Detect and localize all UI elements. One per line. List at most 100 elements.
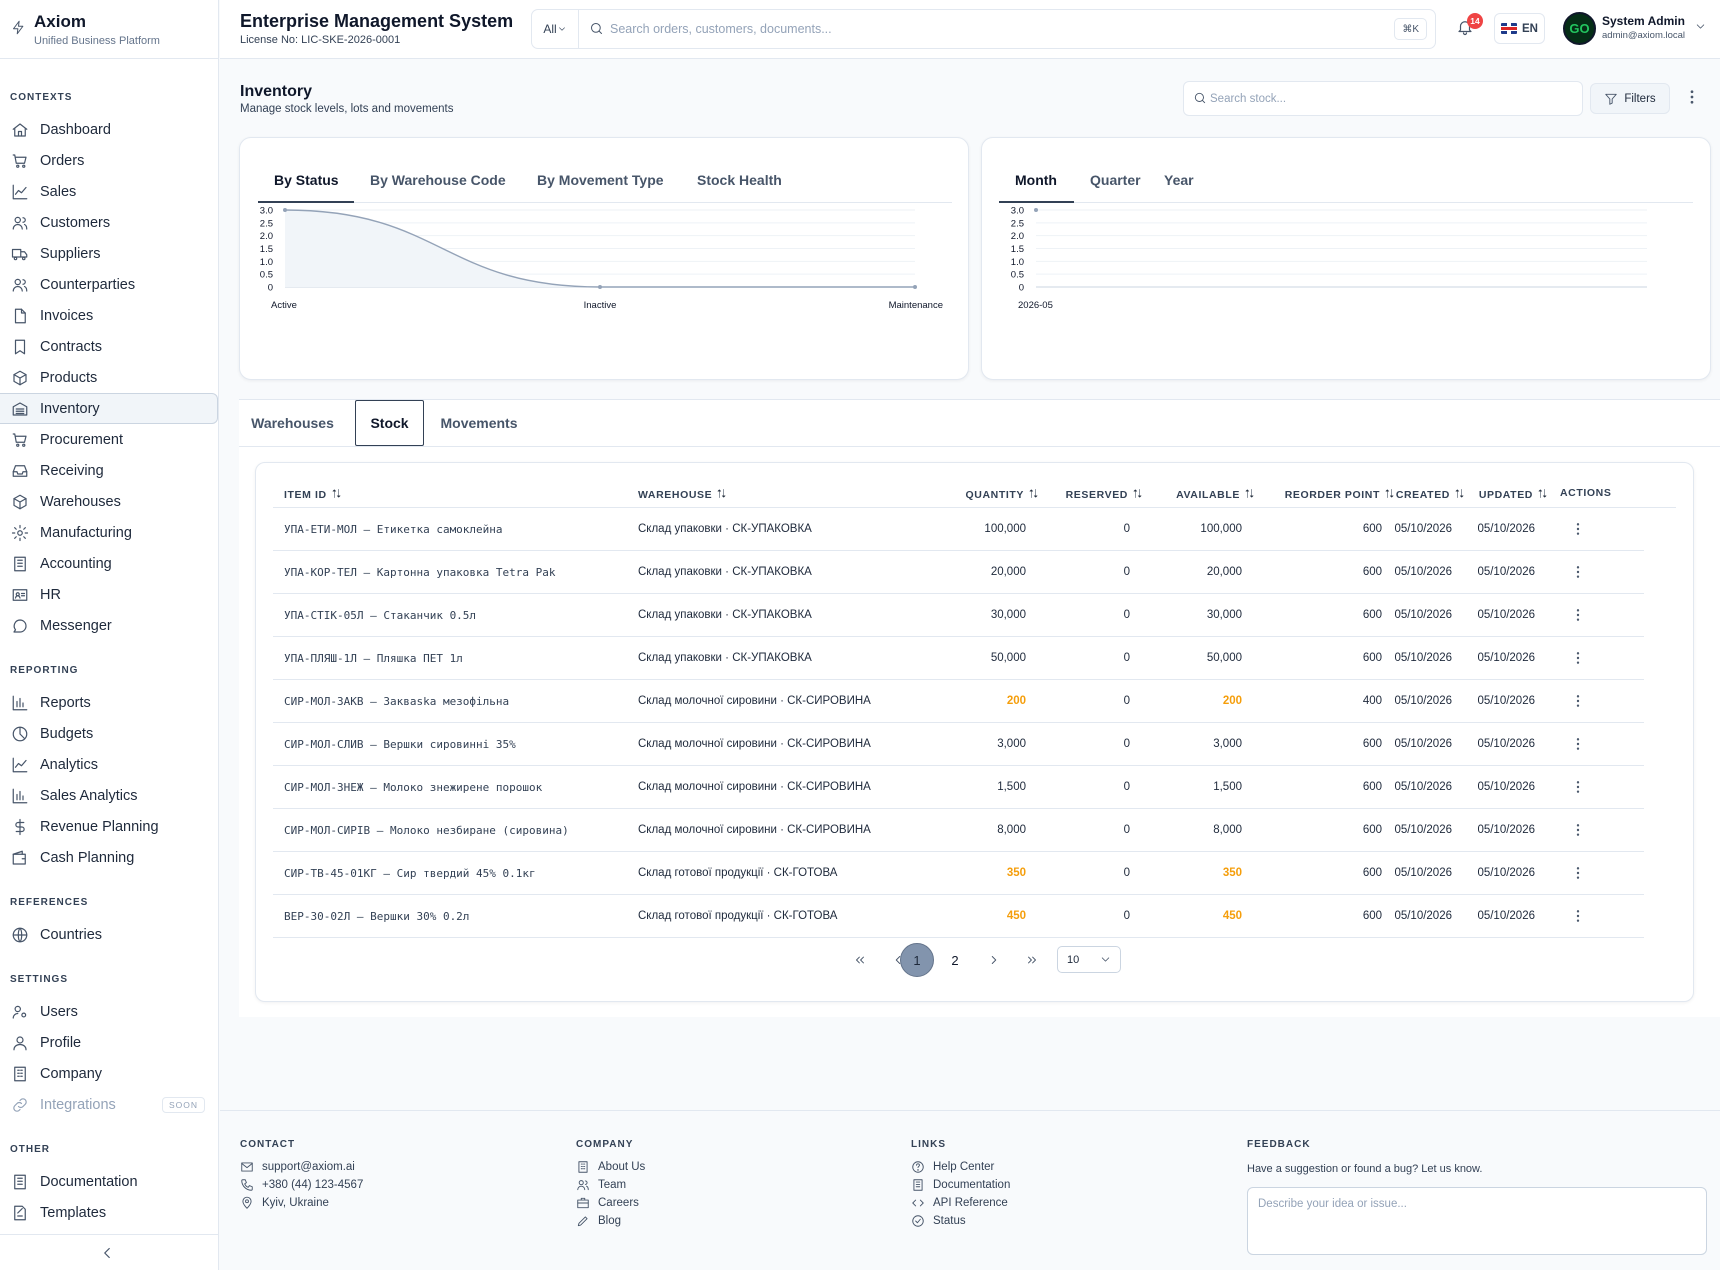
tab-movements[interactable]: Movements xyxy=(440,415,518,431)
sidebar-item-messenger[interactable]: Messenger xyxy=(0,610,218,641)
row-actions-more-icon[interactable] xyxy=(1570,693,1586,709)
sidebar-item-reports[interactable]: Reports xyxy=(0,687,218,718)
sidebar-item-accounting[interactable]: Accounting xyxy=(0,548,218,579)
tab-warehouses[interactable]: Warehouses xyxy=(251,415,334,431)
collapse-sidebar-button[interactable] xyxy=(0,1234,218,1270)
sidebar-item-orders[interactable]: Orders xyxy=(0,145,218,176)
sidebar-item-products[interactable]: Products xyxy=(0,362,218,393)
column-header-warehouse[interactable]: WAREHOUSE xyxy=(638,487,728,503)
language-switcher[interactable]: EN xyxy=(1494,13,1545,44)
tab-by-movement-type[interactable]: By Movement Type xyxy=(537,172,664,188)
sidebar-item-analytics[interactable]: Analytics xyxy=(0,749,218,780)
sidebar-item-cash-planning[interactable]: Cash Planning xyxy=(0,842,218,873)
row-actions-more-icon[interactable] xyxy=(1570,779,1586,795)
tab-month[interactable]: Month xyxy=(1015,172,1057,188)
next-page-button[interactable] xyxy=(977,943,1011,977)
sidebar-item-sales-analytics[interactable]: Sales Analytics xyxy=(0,780,218,811)
footer-link-about-us[interactable]: About Us xyxy=(576,1160,645,1174)
column-header-reorder-point[interactable]: REORDER POINT xyxy=(1285,487,1396,503)
sidebar-item-users[interactable]: Users xyxy=(0,996,218,1027)
prev-page-button[interactable] xyxy=(881,943,915,977)
footer-link-documentation[interactable]: Documentation xyxy=(911,1178,1010,1192)
cell-reorder: 600 xyxy=(1362,824,1382,836)
column-header-reserved[interactable]: RESERVED xyxy=(1066,487,1144,503)
table-row[interactable]: СИР-ТВ-45-01КГ — Сир твердий 45% 0.1кг Ск… xyxy=(273,852,1644,895)
sidebar-item-countries[interactable]: Countries xyxy=(0,919,218,950)
footer-link-api-reference[interactable]: API Reference xyxy=(911,1196,1008,1210)
sidebar-item-budgets[interactable]: Budgets xyxy=(0,718,218,749)
feedback-textarea[interactable] xyxy=(1247,1187,1707,1255)
sidebar-item-contracts[interactable]: Contracts xyxy=(0,331,218,362)
footer-link-status[interactable]: Status xyxy=(911,1214,966,1228)
page-size-select[interactable]: 10 xyxy=(1057,946,1121,973)
row-actions-more-icon[interactable] xyxy=(1570,650,1586,666)
footer-link-team[interactable]: Team xyxy=(576,1178,626,1192)
sidebar-item-dashboard[interactable]: Dashboard xyxy=(0,114,218,145)
row-actions-more-icon[interactable] xyxy=(1570,521,1586,537)
first-page-button[interactable] xyxy=(843,943,877,977)
sidebar-item-counterparties[interactable]: Counterparties xyxy=(0,269,218,300)
row-actions-more-icon[interactable] xyxy=(1570,908,1586,924)
table-row[interactable]: СИР-МОЛ-ЗНЕЖ — Молоко знежирене порошок С… xyxy=(273,766,1644,809)
tab-by-status[interactable]: By Status xyxy=(274,172,339,188)
sidebar-item-templates[interactable]: Templates xyxy=(0,1197,218,1228)
last-page-button[interactable] xyxy=(1015,943,1049,977)
sidebar-item-hr[interactable]: HR xyxy=(0,579,218,610)
table-row[interactable]: УПА-ЕТИ-МОЛ — Етикетка самоклейна Склад у… xyxy=(273,508,1644,551)
footer-link-careers[interactable]: Careers xyxy=(576,1196,639,1210)
sidebar-item-company[interactable]: Company xyxy=(0,1058,218,1089)
footer-link-support-axiom-ai[interactable]: support@axiom.ai xyxy=(240,1160,355,1174)
sidebar-item-suppliers[interactable]: Suppliers xyxy=(0,238,218,269)
stock-table-card: ITEM ID WAREHOUSE QUANTITY RESERVED AVAILABL… xyxy=(255,462,1694,1002)
page-2-button[interactable]: 2 xyxy=(951,952,959,968)
table-row[interactable]: СИР-МОЛ-ЗАКВ — Закваska мезофільна Склад … xyxy=(273,680,1644,723)
soon-badge: SOON xyxy=(161,1096,205,1113)
stock-search-input[interactable] xyxy=(1210,90,1570,108)
sidebar-item-receiving[interactable]: Receiving xyxy=(0,455,218,486)
table-row[interactable]: УПА-ПЛЯШ-1Л — Пляшка ПЕТ 1л Склад упаковк… xyxy=(273,637,1644,680)
table-row[interactable]: СИР-МОЛ-СЛИВ — Вершки сировинні 35% Склад… xyxy=(273,723,1644,766)
sidebar-item-revenue-planning[interactable]: Revenue Planning xyxy=(0,811,218,842)
sidebar-item-inventory[interactable]: Inventory xyxy=(0,393,218,424)
column-header-updated[interactable]: UPDATED xyxy=(1479,487,1549,503)
column-header-created[interactable]: CREATED xyxy=(1396,487,1466,503)
row-actions-more-icon[interactable] xyxy=(1570,564,1586,580)
search-scope-select[interactable]: All xyxy=(532,10,579,48)
sidebar-item-manufacturing[interactable]: Manufacturing xyxy=(0,517,218,548)
sidebar-item-profile[interactable]: Profile xyxy=(0,1027,218,1058)
tab-quarter[interactable]: Quarter xyxy=(1090,172,1141,188)
chevron-down-icon[interactable] xyxy=(1694,20,1707,33)
global-search-input[interactable] xyxy=(610,18,1310,40)
avatar[interactable]: GO xyxy=(1563,12,1596,45)
row-actions-more-icon[interactable] xyxy=(1570,865,1586,881)
sidebar-item-procurement[interactable]: Procurement xyxy=(0,424,218,455)
user-name[interactable]: System Admin xyxy=(1602,14,1685,28)
more-vertical-icon[interactable] xyxy=(1683,88,1701,106)
row-actions-more-icon[interactable] xyxy=(1570,822,1586,838)
page-1-button[interactable]: 1 xyxy=(900,943,934,977)
brand[interactable]: Axiom Unified Business Platform xyxy=(0,0,218,59)
table-row[interactable]: СИР-МОЛ-СИРІВ — Молоко незбиране (сирови… xyxy=(273,809,1644,852)
row-actions-more-icon[interactable] xyxy=(1570,607,1586,623)
tab-year[interactable]: Year xyxy=(1164,172,1194,188)
table-row[interactable]: УПА-СТІК-05Л — Стаканчик 0.5л Склад упако… xyxy=(273,594,1644,637)
sidebar-item-warehouses[interactable]: Warehouses xyxy=(0,486,218,517)
tab-by-warehouse-code[interactable]: By Warehouse Code xyxy=(370,172,506,188)
sidebar-item-customers[interactable]: Customers xyxy=(0,207,218,238)
footer-link-help-center[interactable]: Help Center xyxy=(911,1160,994,1174)
column-header-item-id[interactable]: ITEM ID xyxy=(284,487,343,503)
table-row[interactable]: УПА-КОР-ТЕЛ — Картонна упаковка Tetra Pa… xyxy=(273,551,1644,594)
tab-stock-health[interactable]: Stock Health xyxy=(697,172,782,188)
sidebar-item-documentation[interactable]: Documentation xyxy=(0,1166,218,1197)
footer-link-blog[interactable]: Blog xyxy=(576,1214,621,1228)
tab-stock[interactable]: Stock xyxy=(355,400,424,446)
column-header-available[interactable]: AVAILABLE xyxy=(1176,487,1256,503)
footer-link-kyiv-ukraine[interactable]: Kyiv, Ukraine xyxy=(240,1196,329,1210)
row-actions-more-icon[interactable] xyxy=(1570,736,1586,752)
column-header-quantity[interactable]: QUANTITY xyxy=(966,487,1040,503)
sidebar-item-sales[interactable]: Sales xyxy=(0,176,218,207)
filters-button[interactable]: Filters xyxy=(1590,83,1670,114)
sidebar-item-invoices[interactable]: Invoices xyxy=(0,300,218,331)
footer-link-380-44-123-4567[interactable]: +380 (44) 123-4567 xyxy=(240,1178,363,1192)
table-row[interactable]: ВЕР-30-02Л — Вершки 30% 0.2л Склад готово… xyxy=(273,895,1644,938)
